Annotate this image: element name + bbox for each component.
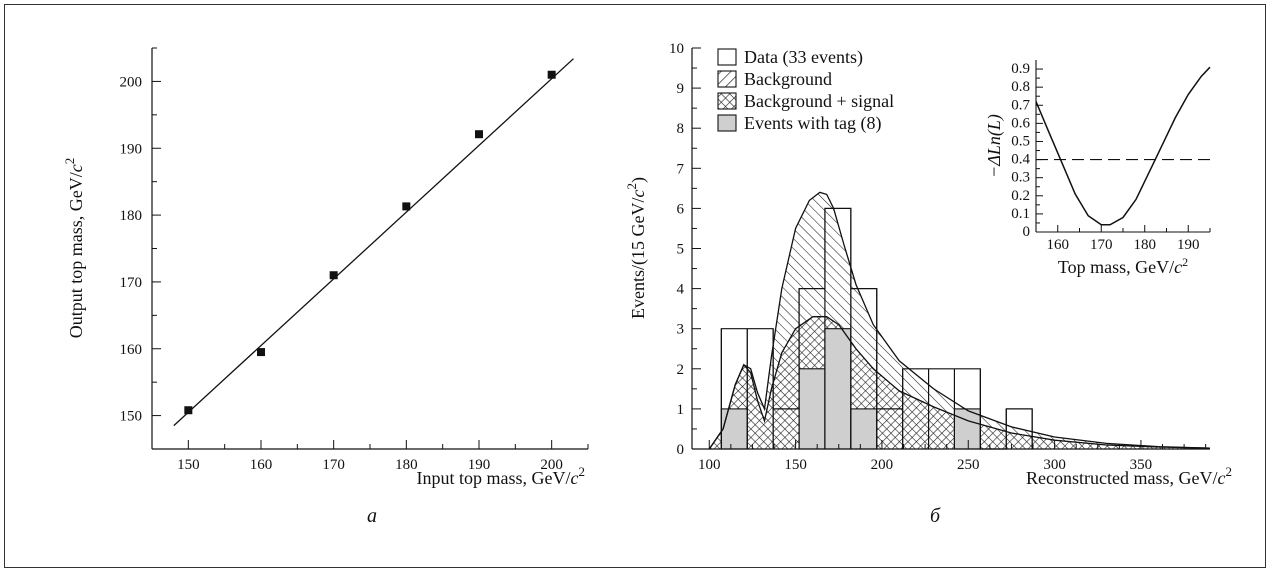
panel-a-data-point [184, 406, 193, 415]
panel-b-y-tick-label: 0 [677, 442, 685, 458]
inset-likelihood-curve [1035, 66, 1211, 226]
inset-x-tick-label: 190 [1177, 237, 1200, 253]
panel-b-y-tick-label: 3 [677, 322, 685, 338]
panel-a-data-point [547, 70, 556, 79]
panel-a-data-point [329, 271, 338, 280]
panel-a-data-point [475, 130, 483, 139]
inset-y-tick-label: 0.9 [1011, 61, 1030, 77]
panel-b-x-tick-label: 250 [957, 457, 980, 473]
inset-y-tick-label: 0.6 [1011, 115, 1030, 131]
panel-b-x-tick-label: 150 [784, 457, 807, 473]
inset-y-tick-label: 0.2 [1011, 188, 1030, 204]
likelihood-inset: 160 170 180 190 0 0.1 0.2 0.3 0.4 0.5 0.6 0.7 0.8 0.9… [984, 60, 1211, 277]
tagged-events-bar [798, 368, 826, 450]
panel-b-x-tick-label: 300 [1043, 457, 1066, 473]
panel-a-data-point [257, 348, 265, 357]
legend-swatch-background [717, 70, 737, 88]
inset-y-tick-label: 0.1 [1011, 206, 1030, 222]
panel-b-y-axis-label: Events/(15 GeV/c2) [624, 177, 649, 319]
panel-b-y-tick-label: 9 [677, 81, 685, 97]
inset-y-tick-label: 0.7 [1011, 97, 1030, 113]
panel-b-y-tick-label: 10 [669, 41, 684, 57]
inset-y-tick-label: 0.5 [1011, 133, 1030, 149]
panel-b-x-tick-label: 200 [871, 457, 894, 473]
inset-x-tick-label: 160 [1047, 237, 1070, 253]
panel-b-chart: 100 150 200 250 300 350 0 1 2 3 4 5 6 7 8 9 10 Data (33 … [624, 41, 1232, 527]
panel-a-fit-line [173, 58, 574, 427]
panel-b-y-tick-label: 8 [677, 121, 685, 137]
panel-a-y-tick-label: 150 [120, 409, 143, 425]
panel-a-x-tick-label: 170 [322, 457, 345, 473]
panel-a-y-tick-label: 200 [120, 74, 143, 90]
panel-b-x-axis-label: Reconstructed mass, GeV/c2 [1026, 464, 1232, 488]
panel-a-y-tick-label: 160 [120, 342, 143, 358]
panel-a-y-tick-label: 180 [120, 208, 143, 224]
panel-b-y-tick-label: 2 [677, 362, 685, 378]
tagged-events-bar [720, 408, 748, 450]
tagged-events-bar [953, 408, 981, 450]
panel-a-data-point [402, 202, 411, 211]
panel-a-y-axis-label: Output top mass, GeV/c2 [62, 158, 86, 339]
background-curve [708, 316, 1211, 450]
inset-y-axis-label: −ΔLn(L) [984, 114, 1005, 178]
panel-a-y-tick-label: 190 [120, 141, 143, 157]
panel-a-x-tick-label: 190 [468, 457, 491, 473]
legend-swatch-tagged [717, 114, 737, 132]
inset-y-tick-label: 0.4 [1011, 152, 1030, 168]
legend-label-data: Data (33 events) [744, 47, 863, 68]
panel-a-x-tick-label: 180 [395, 457, 418, 473]
legend-swatch-background-plus-signal [717, 92, 737, 110]
inset-y-tick-label: 0.3 [1011, 170, 1030, 186]
panel-a-y-tick-label: 170 [120, 275, 143, 291]
tagged-events-bar [850, 408, 878, 450]
legend-label-background: Background [744, 69, 832, 89]
panel-b-y-tick-label: 1 [677, 402, 685, 418]
inset-x-tick-label: 170 [1090, 237, 1113, 253]
panel-b-y-tick-label: 6 [677, 201, 685, 217]
panel-a-x-tick-label: 200 [540, 457, 563, 473]
legend-label-background-plus-signal: Background + signal [744, 91, 894, 111]
inset-x-axis-label: Top mass, GeV/c2 [1058, 255, 1188, 277]
panel-b-label: б [930, 505, 941, 527]
panel-b-y-tick-label: 7 [677, 161, 685, 177]
panel-b-x-tick-label: 350 [1130, 457, 1153, 473]
legend-label-tagged: Events with tag (8) [744, 113, 881, 134]
background-plus-signal-curve [708, 191, 1211, 450]
panel-b-y-tick-label: 5 [677, 242, 685, 258]
panel-a-chart: 150 160 170 180 190 200 150 160 170 180 190 200 Inp… [62, 47, 589, 527]
panel-a-x-axis-label: Input top mass, GeV/c2 [417, 464, 585, 488]
tagged-events-bar [824, 328, 852, 450]
panel-a-label: а [367, 505, 377, 527]
panel-b-x-tick-label: 100 [698, 457, 721, 473]
inset-y-tick-label: 0 [1023, 224, 1031, 240]
panel-b-y-tick-label: 4 [677, 282, 685, 298]
panel-a-x-tick-label: 150 [177, 457, 200, 473]
panel-b-legend: Data (33 events) Background Background +… [717, 47, 894, 134]
figure-frame [4, 4, 1266, 568]
legend-swatch-data [717, 48, 737, 66]
panel-a-x-tick-label: 160 [250, 457, 273, 473]
inset-y-tick-label: 0.8 [1011, 79, 1030, 95]
inset-x-tick-label: 180 [1134, 237, 1157, 253]
